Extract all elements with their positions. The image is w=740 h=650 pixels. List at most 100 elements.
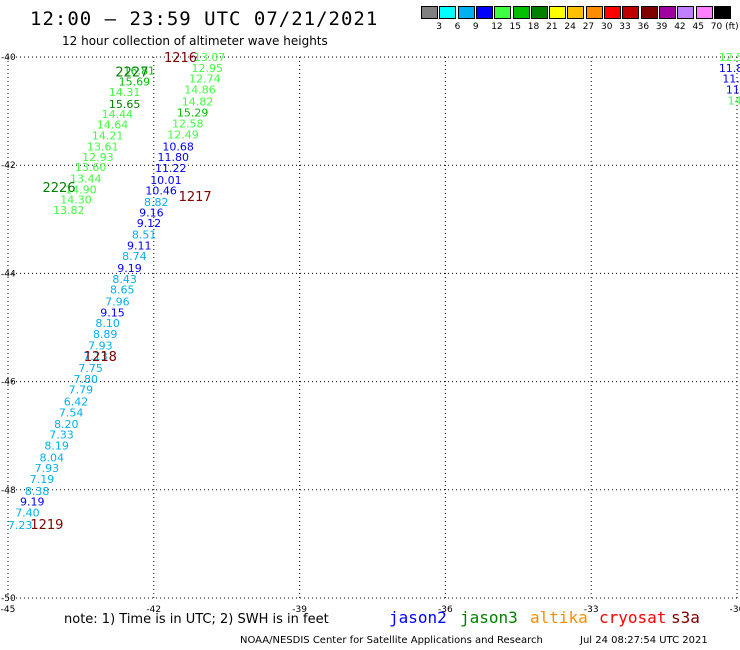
- color-scale-label: 39: [655, 22, 668, 32]
- wave-height-label: 9.16: [139, 206, 164, 219]
- color-scale-label: 24: [564, 22, 576, 32]
- wave-height-label: 12.95: [192, 62, 224, 75]
- color-scale-label: 42: [674, 22, 686, 32]
- x-tick-label: -45: [1, 605, 16, 615]
- y-tick-label: -42: [1, 161, 16, 171]
- color-swatch: [585, 6, 603, 19]
- wave-height-label: 14.64: [97, 119, 129, 132]
- wave-height-label: 6.42: [64, 396, 89, 409]
- wave-height-label: 8.10: [95, 317, 120, 330]
- color-swatch: [604, 6, 621, 19]
- wave-height-label: 7.19: [30, 473, 55, 486]
- wave-height-label: 7.23: [8, 519, 33, 532]
- color-scale-label: 45: [692, 22, 704, 32]
- color-swatch: [677, 6, 695, 19]
- wave-height-label: 9.11: [127, 239, 152, 252]
- wave-height-label: 15.69: [119, 75, 151, 88]
- color-swatch: [713, 6, 731, 19]
- color-scale-label: 9: [472, 22, 479, 32]
- color-swatch: [421, 6, 438, 19]
- wave-height-label: 7.80: [74, 373, 99, 386]
- wave-height-label: 12.49: [167, 128, 199, 141]
- time-label: 1219: [30, 518, 63, 533]
- wave-height-label: 16.81: [123, 65, 155, 78]
- mission-label-altika: altika: [530, 608, 588, 627]
- color-scale-label: 3: [436, 22, 443, 32]
- x-tick-label: -39: [292, 605, 307, 615]
- wave-height-label: 14: [728, 94, 740, 107]
- wave-height-label: 7.75: [78, 362, 103, 375]
- color-swatch: [512, 6, 530, 19]
- footer-organization: NOAA/NESDIS Center for Satellite Applica…: [240, 635, 543, 646]
- color-swatch: [640, 6, 658, 19]
- time-label: 1216: [164, 51, 197, 66]
- wave-height-label: 7.96: [105, 296, 130, 309]
- wave-height-label: 7.54: [59, 406, 84, 419]
- color-swatch: [530, 6, 548, 19]
- wave-height-label: 8.65: [110, 284, 135, 297]
- wave-height-label: 12.93: [82, 151, 114, 164]
- wave-height-label: 7.33: [49, 429, 74, 442]
- color-scale-label: 12: [491, 22, 503, 32]
- wave-height-label: 10.46: [145, 185, 177, 198]
- color-scale-label: 18: [527, 22, 540, 32]
- y-tick-label: -48: [1, 486, 16, 496]
- wave-height-label: 13.82: [53, 204, 85, 217]
- mission-label-jason3: jason3: [460, 608, 518, 627]
- color-swatch: [439, 6, 457, 19]
- color-swatch: [475, 6, 493, 19]
- wave-height-label: 12.74: [189, 73, 221, 86]
- wave-height-label: 15.65: [109, 98, 141, 111]
- wave-height-label: 11.3: [722, 73, 740, 86]
- wave-height-label: 7.13: [83, 350, 108, 363]
- time-label: 2226: [42, 181, 75, 196]
- y-tick-label: -46: [1, 378, 16, 388]
- y-tick-label: -40: [1, 53, 16, 63]
- wave-height-label: 14.21: [92, 129, 124, 142]
- x-tick-label: -36: [438, 605, 453, 615]
- wave-height-label: 12.58: [172, 118, 204, 131]
- time-label: 1217: [179, 190, 212, 205]
- wave-height-label: 7.93: [88, 339, 113, 352]
- wave-height-label: 14.82: [182, 95, 214, 108]
- mission-label-s3a: s3a: [671, 608, 700, 627]
- wave-height-label: 7.93: [35, 462, 60, 475]
- color-scale-label: 36: [637, 22, 650, 32]
- mission-label-jason2: jason2: [389, 608, 447, 627]
- x-tick-label: -30: [730, 605, 740, 615]
- wave-height-label: 7.40: [15, 507, 40, 520]
- color-scale-label: 70 (ft): [710, 22, 739, 32]
- wave-height-label: 11.88: [719, 62, 740, 75]
- wave-height-label: 8.20: [54, 418, 79, 431]
- time-label: 2227: [115, 66, 148, 81]
- page-title: 12:00 – 23:59 UTC 07/21/2021: [30, 8, 379, 30]
- wave-height-label: 8.38: [25, 485, 50, 498]
- units-note: note: 1) Time is in UTC; 2) SWH is in fe…: [64, 612, 329, 627]
- color-scale-label: 6: [454, 22, 461, 32]
- wave-height-label: 14.30: [60, 193, 92, 206]
- wave-height-label: 14.44: [102, 108, 134, 121]
- color-scale-label: 15: [509, 22, 521, 32]
- color-swatch: [567, 6, 585, 19]
- footer-timestamp: Jul 24 08:27:54 UTC 2021: [580, 635, 708, 646]
- wave-height-label: 9.12: [137, 217, 162, 230]
- wave-height-label: 14.31: [109, 86, 141, 99]
- wave-height-label: 13.60: [75, 161, 107, 174]
- y-tick-label: -50: [1, 594, 16, 604]
- color-swatch: [658, 6, 676, 19]
- wave-height-label: 13.44: [70, 173, 102, 186]
- wave-height-label: 8.89: [93, 328, 118, 341]
- wave-height-label: 8.04: [39, 451, 64, 464]
- x-tick-label: -42: [146, 605, 161, 615]
- wave-height-label: 11.80: [157, 151, 189, 164]
- wave-height-label: 8.43: [112, 273, 137, 286]
- color-swatch: [457, 6, 475, 19]
- wave-height-label: 13.61: [87, 140, 119, 153]
- wave-height-label: 7.79: [69, 384, 94, 397]
- color-swatch: [494, 6, 512, 19]
- wave-height-label: 8.82: [144, 196, 169, 209]
- wave-height-label: 8.74: [122, 250, 147, 263]
- wave-height-label: 13.07: [194, 51, 226, 64]
- time-label: 1218: [84, 350, 117, 365]
